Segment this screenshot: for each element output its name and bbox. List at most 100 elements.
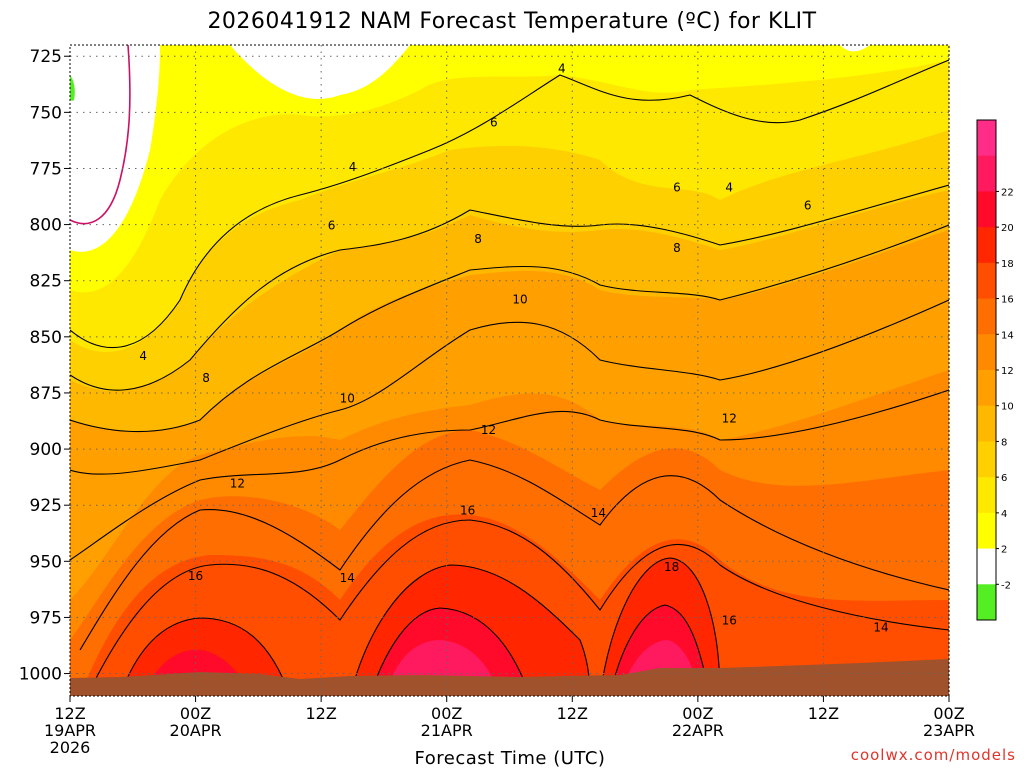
contour-label-text: 12: [481, 423, 496, 437]
contour-label: 16: [460, 504, 475, 518]
x-tick-label: 23APR: [923, 721, 975, 740]
colorbar-segment: [977, 191, 996, 228]
y-tick-label: 1000: [19, 665, 62, 685]
contour-label-text: 8: [673, 241, 681, 255]
colorbar-segment: [977, 512, 996, 550]
contour-6: [70, 184, 949, 391]
grid-lines: [70, 45, 949, 696]
contour-label-text: 18: [664, 560, 679, 574]
contour-label: 12: [481, 423, 496, 437]
contour-label: 8: [474, 232, 482, 246]
contour-label: 14: [591, 506, 606, 520]
x-tick-label: 12Z: [54, 704, 85, 723]
contour-label: 4: [725, 180, 733, 194]
contour-label: 4: [139, 349, 147, 363]
contour-label-text: 12: [230, 477, 245, 491]
band-4: [70, 45, 949, 352]
contour-label: 16: [188, 569, 203, 583]
contour-label-text: 4: [349, 160, 357, 174]
contour-label-text: 6: [673, 180, 681, 194]
colorbar-label: 8: [1001, 437, 1007, 448]
contour-0: [70, 45, 131, 225]
temperature-field: [70, 45, 949, 696]
contour-label-text: 10: [340, 391, 355, 405]
colorbar-segment: [977, 405, 996, 442]
band-2: [70, 45, 949, 293]
x-tick-label: 19APR: [44, 721, 96, 740]
contour-label-text: 14: [873, 620, 888, 634]
contour-18: [119, 557, 721, 696]
x-tick-label: 00Z: [180, 704, 211, 723]
y-tick-label: 950: [30, 552, 62, 572]
plot-area: [70, 45, 949, 696]
contour-label: 8: [673, 241, 681, 255]
contour-labels: 4 4 4 4 6 6 6 6 8 8 8 10 10 12 12 12 14 14 14 16 16 16 18: [139, 61, 888, 634]
contour-label-text: 12: [722, 412, 737, 426]
ground-surface: [70, 659, 949, 696]
band-neg2: [70, 75, 75, 101]
colorbar-segment: [977, 477, 996, 514]
contour-label: 14: [340, 571, 355, 585]
colorbar-segment: [977, 227, 996, 264]
y-tick-label: 900: [30, 440, 62, 460]
y-tick-label: 875: [30, 384, 62, 404]
contour-label: 12: [230, 477, 245, 491]
y-axis: 725 750 775 800 825 850 875 900 925 950 975 1000: [19, 47, 70, 685]
colorbar-label: 12: [1001, 366, 1014, 377]
contour-label: 6: [490, 115, 498, 129]
colorbar-label: 2: [1001, 545, 1007, 556]
plot-frame: [69, 44, 950, 697]
x-tick-label: 21APR: [421, 721, 473, 740]
contour-label-text: 14: [591, 506, 606, 520]
contour-label-text: 4: [725, 180, 733, 194]
credit-text: coolwx.com/models: [851, 746, 1016, 764]
colorbar-segment: [977, 298, 996, 335]
colorbar-label: 18: [1001, 259, 1014, 270]
contour-label: 14: [873, 620, 888, 634]
contour-label: 12: [722, 412, 737, 426]
colorbar-segment: [977, 262, 996, 300]
y-tick-label: 800: [30, 216, 62, 236]
colorbar: -2 2 4 6 8 10 12 14 16 18 20 22: [976, 119, 1014, 621]
colorbar-label: 10: [1001, 402, 1014, 413]
contour-lines: [70, 45, 949, 696]
colorbar-segment: [977, 334, 996, 371]
contour-label: 18: [664, 560, 679, 574]
colorbar-segment: [977, 441, 996, 478]
x-tick-label: 00Z: [431, 704, 462, 723]
contour-label-text: 14: [340, 571, 355, 585]
contour-label: 6: [673, 180, 681, 194]
contour-10: [70, 299, 949, 475]
y-tick-label: 825: [30, 272, 62, 292]
contour-label: 4: [349, 160, 357, 174]
contour-14: [79, 459, 949, 651]
contour-label: 6: [328, 219, 336, 233]
contour-label-text: 4: [558, 61, 566, 75]
colorbar-label: 22: [1001, 187, 1014, 198]
x-tick-label: 20APR: [170, 721, 222, 740]
contour-label-text: 6: [490, 115, 498, 129]
colorbar-segment: [977, 370, 996, 407]
contour-label-text: 8: [202, 371, 210, 385]
contour-label-text: 6: [804, 198, 812, 212]
band-0: [70, 45, 870, 252]
x-tick-label: 12Z: [305, 704, 336, 723]
contour-label-text: 6: [328, 219, 336, 233]
contour-label: 10: [512, 293, 527, 307]
y-tick-label: 750: [30, 103, 62, 123]
y-tick-label: 975: [30, 608, 62, 628]
y-tick-label: 850: [30, 328, 62, 348]
colorbar-label: 6: [1001, 473, 1007, 484]
colorbar-label: 14: [1001, 330, 1014, 341]
contour-label-text: 4: [139, 349, 147, 363]
colorbar-segment: [977, 584, 996, 621]
contour-8: [70, 224, 949, 433]
contour-12: [70, 389, 949, 561]
contour-label: 10: [340, 391, 355, 405]
colorbar-label: 16: [1001, 295, 1014, 306]
contour-16: [89, 519, 949, 691]
contour-label-text: 10: [512, 293, 527, 307]
contour-label-text: 16: [460, 504, 475, 518]
